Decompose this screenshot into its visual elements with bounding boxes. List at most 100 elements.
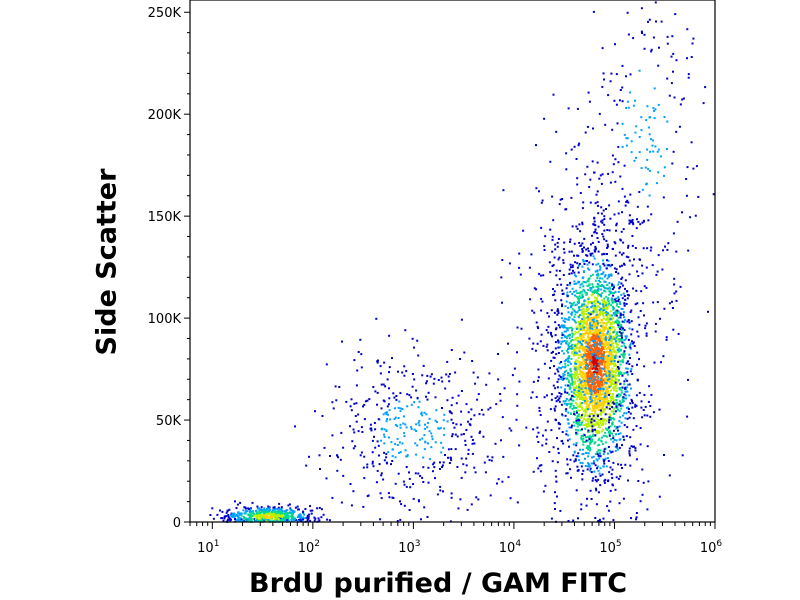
scatter-point — [391, 496, 394, 499]
scatter-point — [587, 406, 590, 409]
scatter-point — [592, 388, 595, 391]
scatter-point — [590, 333, 593, 336]
scatter-point — [659, 155, 662, 158]
scatter-point — [380, 497, 383, 500]
scatter-point — [588, 465, 590, 468]
scatter-point — [275, 517, 278, 520]
scatter-point — [610, 297, 613, 300]
scatter-point — [542, 490, 545, 493]
scatter-point — [371, 451, 374, 454]
scatter-point — [635, 125, 638, 128]
scatter-point — [628, 452, 631, 455]
scatter-point — [594, 302, 597, 305]
scatter-point — [588, 100, 591, 103]
scatter-point — [629, 402, 632, 405]
scatter-point — [581, 326, 584, 329]
scatter-point — [581, 379, 584, 382]
scatter-point — [596, 451, 599, 454]
scatter-point — [484, 471, 487, 474]
scatter-point — [525, 426, 528, 429]
scatter-point — [390, 463, 392, 466]
scatter-point — [593, 419, 596, 422]
scatter-point — [592, 331, 595, 334]
scatter-point — [441, 466, 443, 468]
scatter-point — [279, 517, 282, 519]
scatter-point — [535, 187, 538, 190]
scatter-point — [535, 288, 538, 291]
scatter-point — [591, 440, 594, 443]
scatter-point — [587, 333, 590, 336]
scatter-point — [610, 356, 612, 359]
scatter-point — [565, 433, 568, 436]
scatter-point — [587, 278, 590, 281]
scatter-point — [596, 305, 599, 307]
scatter-point — [277, 515, 280, 518]
scatter-point — [560, 386, 563, 389]
scatter-point — [558, 400, 561, 403]
scatter-point — [460, 410, 463, 413]
scatter-point — [648, 169, 651, 172]
scatter-point — [617, 373, 620, 375]
scatter-point — [586, 376, 589, 379]
scatter-point — [394, 482, 397, 485]
scatter-point — [495, 403, 498, 406]
scatter-point — [575, 289, 578, 292]
scatter-point — [595, 480, 598, 483]
scatter-point — [543, 362, 546, 365]
scatter-point — [585, 439, 588, 442]
scatter-point — [594, 230, 597, 233]
scatter-point — [622, 327, 625, 330]
x-tick-label: 102 — [298, 539, 320, 556]
scatter-point — [560, 317, 563, 320]
scatter-point — [594, 250, 597, 253]
scatter-point — [586, 263, 589, 266]
scatter-point — [265, 510, 268, 513]
scatter-point — [433, 466, 436, 469]
scatter-point — [604, 392, 607, 395]
scatter-point — [625, 435, 628, 438]
scatter-point — [610, 451, 613, 454]
scatter-point — [584, 441, 587, 443]
scatter-point — [592, 406, 594, 409]
scatter-point — [614, 355, 617, 358]
scatter-point — [603, 322, 606, 324]
scatter-point — [595, 417, 598, 420]
scatter-point — [399, 518, 402, 521]
scatter-point — [615, 355, 618, 358]
scatter-point — [620, 282, 623, 285]
scatter-point — [593, 470, 596, 473]
scatter-point — [566, 335, 569, 338]
scatter-point — [636, 363, 638, 366]
scatter-point — [578, 386, 581, 389]
scatter-point — [538, 409, 541, 412]
scatter-point — [621, 145, 624, 148]
scatter-point — [586, 358, 589, 361]
scatter-point — [604, 341, 607, 344]
scatter-point — [588, 449, 591, 452]
scatter-point — [575, 442, 578, 444]
scatter-point — [268, 517, 271, 520]
scatter-point — [546, 312, 549, 315]
scatter-point — [592, 414, 595, 417]
scatter-point — [567, 379, 570, 382]
scatter-point — [606, 397, 609, 400]
scatter-point — [567, 344, 570, 347]
scatter-point — [592, 323, 594, 326]
scatter-point — [569, 347, 572, 350]
scatter-point — [411, 385, 414, 388]
scatter-point — [635, 156, 637, 159]
scatter-point — [497, 478, 500, 481]
scatter-point — [331, 496, 334, 499]
scatter-point — [425, 413, 428, 416]
scatter-point — [646, 445, 649, 448]
scatter-point — [456, 466, 459, 468]
scatter-point — [607, 402, 610, 405]
scatter-point — [624, 394, 627, 397]
scatter-point — [614, 357, 617, 359]
scatter-point — [488, 459, 491, 462]
scatter-point — [610, 417, 612, 419]
scatter-point — [590, 462, 593, 465]
scatter-point — [608, 204, 611, 207]
scatter-point — [380, 439, 383, 442]
scatter-point — [651, 264, 654, 267]
